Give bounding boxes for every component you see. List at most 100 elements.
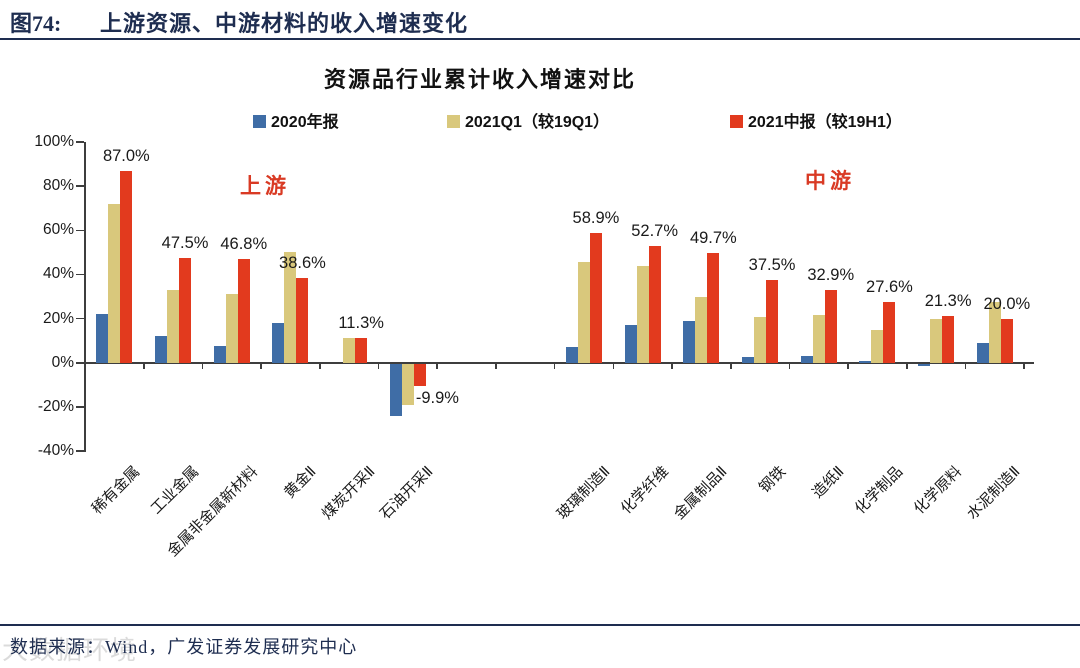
legend-label: 2021Q1（较19Q1） (465, 114, 610, 131)
x-tick (847, 363, 849, 369)
data-source-text: 数据来源：Wind，广发证券发展研究中心 (10, 637, 358, 657)
bar-value-label: 46.8% (220, 235, 268, 254)
bar-2021Q1（较19Q1） (988, 302, 1001, 363)
bar-value-label: 27.6% (866, 277, 913, 296)
y-tick (76, 273, 84, 276)
x-tick (729, 363, 732, 369)
x-tick (671, 363, 673, 369)
footer-divider (0, 624, 1080, 626)
legend-item: 2021中报（较19H1） (730, 108, 902, 131)
x-tick (553, 363, 556, 369)
y-tick (76, 141, 84, 143)
bar-2021Q1（较19Q1） (284, 252, 297, 363)
figure-number-label: 图74: (10, 11, 62, 36)
y-tick-label: 80% (42, 177, 74, 195)
bar-value-label: -9.9% (415, 388, 459, 407)
x-category-label: 石油开采Ⅱ (378, 463, 438, 523)
bar-value-label: 32.9% (807, 266, 855, 285)
bar-2021Q1（较19Q1） (930, 319, 943, 363)
bar-2020年报 (859, 360, 872, 363)
legend-swatch-icon (253, 115, 266, 128)
y-tick (76, 450, 84, 452)
bar-value-label: 37.5% (748, 255, 796, 274)
legend-item: 2021Q1（较19Q1） (447, 108, 609, 131)
bar-2020年报 (624, 325, 637, 363)
y-tick-label: 0% (51, 353, 74, 371)
x-tick (1023, 363, 1026, 369)
y-tick-label: -40% (37, 442, 74, 459)
chart-title: 资源品行业累计收入增速对比 (323, 67, 636, 92)
legend-label: 2020年报 (271, 114, 339, 131)
y-tick-label: 40% (42, 265, 74, 283)
x-category-label: 造纸Ⅱ (810, 463, 848, 502)
x-category-label: 化学制品 (852, 463, 907, 518)
x-category-label: 钢铁 (756, 463, 790, 497)
bar-2020年报 (389, 363, 402, 416)
x-tick (201, 363, 204, 369)
bar-2021中报（较19H1） (179, 257, 192, 363)
x-tick (84, 363, 86, 369)
x-tick (964, 363, 967, 369)
y-tick (76, 229, 84, 232)
bar-2021中报（较19H1） (883, 301, 896, 363)
x-category-label: 稀有金属 (89, 463, 144, 518)
bar-2020年报 (155, 336, 168, 363)
bar-2020年报 (918, 363, 931, 366)
x-tick (319, 363, 321, 369)
x-category-label: 金属制品Ⅱ (671, 463, 731, 523)
bar-value-label: 20.0% (983, 294, 1031, 313)
y-tick (76, 406, 84, 408)
bar-2020年报 (213, 346, 226, 363)
bar-2021Q1（较19Q1） (577, 261, 590, 363)
y-tick (76, 317, 84, 320)
x-category-label: 工业金属 (148, 463, 203, 518)
x-tick (377, 363, 380, 369)
x-category-label: 黄金Ⅱ (281, 463, 320, 502)
y-tick-label: 100% (34, 133, 74, 150)
bar-2021Q1（较19Q1） (401, 363, 414, 405)
bar-2021中报（较19H1） (648, 246, 661, 363)
bar-2021中报（较19H1） (413, 363, 426, 386)
region-label: 中游 (805, 169, 855, 193)
bar-2020年报 (800, 356, 813, 363)
bar-2021中报（较19H1） (120, 170, 133, 363)
bar-2020年报 (683, 320, 696, 363)
x-axis-line (83, 361, 1034, 364)
bar-2021Q1（较19Q1） (636, 265, 649, 363)
bar-2020年报 (96, 314, 109, 363)
x-tick (906, 363, 908, 369)
bar-2020年报 (976, 342, 989, 363)
x-tick (142, 363, 145, 369)
x-tick (495, 363, 497, 369)
legend-swatch-icon (447, 115, 460, 128)
y-tick-label: -20% (37, 397, 74, 415)
legend-item: 2020年报 (253, 108, 339, 131)
bar-2021Q1（较19Q1） (343, 338, 356, 363)
bar-value-label: 58.9% (572, 208, 620, 227)
bar-2021中报（较19H1） (942, 315, 955, 363)
x-category-label: 化学纤维 (618, 463, 672, 518)
x-tick (436, 363, 439, 369)
bar-value-label: 87.0% (102, 146, 150, 165)
bar-2021中报（较19H1） (824, 290, 837, 363)
legend-label: 2021中报（较19H1） (748, 114, 902, 131)
bar-value-label: 38.6% (279, 253, 326, 272)
x-category-label: 玻璃制造Ⅱ (554, 463, 614, 523)
bar-2020年报 (272, 322, 285, 363)
bar-value-label: 11.3% (338, 313, 384, 332)
bar-2020年报 (565, 347, 578, 363)
bar-2021中报（较19H1） (1000, 318, 1013, 363)
y-tick (76, 185, 84, 187)
bar-2021Q1（较19Q1） (812, 314, 825, 363)
bar-value-label: 52.7% (631, 222, 679, 241)
bar-2020年报 (742, 357, 755, 363)
y-tick (76, 361, 84, 364)
bar-2021中报（较19H1） (237, 259, 250, 363)
x-tick (788, 363, 791, 369)
x-category-label: 水泥制造Ⅱ (965, 463, 1025, 523)
bar-value-label: 47.5% (161, 233, 209, 252)
bar-value-label: 49.7% (689, 229, 737, 248)
header-divider (0, 38, 1080, 40)
bar-2021Q1（较19Q1） (754, 317, 767, 363)
